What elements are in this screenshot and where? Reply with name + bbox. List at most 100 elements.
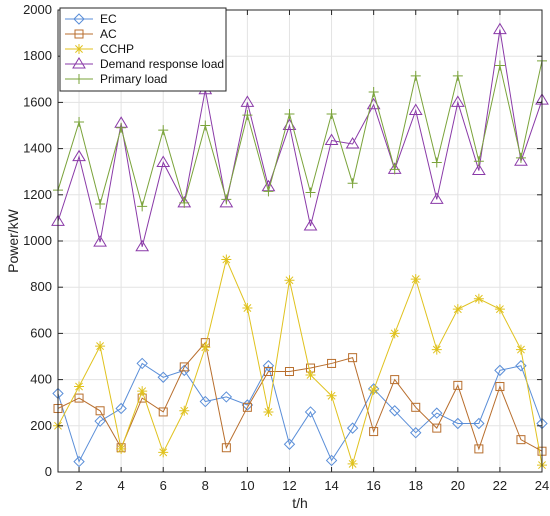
data-point-cchp — [494, 304, 505, 315]
data-point-ac — [369, 427, 379, 437]
y-tick-label: 1200 — [23, 187, 52, 202]
data-point-cchp — [389, 328, 400, 339]
data-point-primary-load — [242, 110, 253, 121]
x-tick-label: 8 — [202, 478, 209, 493]
legend-label: EC — [100, 12, 117, 26]
data-point-cchp — [95, 341, 106, 352]
x-tick-label: 6 — [160, 478, 167, 493]
data-point-ec — [157, 371, 169, 383]
data-point-cchp — [116, 443, 127, 454]
data-point-ac — [263, 367, 273, 377]
data-point-ec — [325, 454, 338, 467]
x-tick-label: 16 — [366, 478, 380, 493]
data-point-demand-response-load — [93, 235, 107, 247]
series-line-demand-response-load — [57, 29, 543, 247]
x-tick-label: 20 — [451, 478, 465, 493]
data-point-primary-load — [473, 156, 484, 167]
data-point-cchp — [473, 293, 484, 304]
series-cchp — [53, 254, 547, 471]
data-point-ac — [74, 393, 84, 403]
x-tick-label: 18 — [409, 478, 423, 493]
data-point-demand-response-load — [408, 103, 423, 115]
data-point-ac — [432, 423, 442, 433]
y-tick-label: 800 — [30, 279, 52, 294]
data-point-ac — [348, 353, 358, 363]
data-point-demand-response-load — [135, 239, 150, 252]
legend-label: Primary load — [100, 72, 167, 86]
y-tick-label: 1600 — [23, 94, 52, 109]
data-point-cchp — [263, 406, 274, 417]
data-point-demand-response-load — [324, 133, 339, 146]
data-point-primary-load — [305, 187, 316, 198]
data-point-ec — [346, 422, 359, 434]
x-tick-label: 4 — [118, 478, 125, 493]
data-point-ec — [94, 415, 106, 427]
data-point-cchp — [137, 386, 148, 397]
y-tick-label: 400 — [30, 372, 52, 387]
legend-marker — [74, 44, 84, 54]
data-point-primary-load — [221, 194, 232, 205]
legend-label: Demand response load — [100, 57, 224, 71]
data-point-primary-load — [74, 117, 85, 128]
data-point-primary-load — [368, 87, 379, 98]
legend-item-primary-load: Primary load — [65, 72, 167, 86]
legend-label: AC — [100, 27, 117, 41]
data-point-demand-response-load — [450, 95, 465, 107]
data-point-demand-response-load — [493, 22, 507, 35]
data-point-ec — [73, 455, 85, 468]
data-point-cchp — [305, 369, 316, 380]
data-point-ec — [388, 405, 401, 417]
data-point-ac — [411, 402, 421, 412]
legend-label: CCHP — [100, 42, 134, 56]
data-point-primary-load — [116, 122, 127, 133]
data-point-ec — [410, 427, 422, 439]
data-point-primary-load — [263, 186, 274, 197]
legend-marker — [72, 57, 86, 69]
data-point-demand-response-load — [514, 154, 528, 166]
data-point-ac — [390, 375, 400, 385]
data-point-primary-load — [494, 60, 505, 71]
data-point-cchp — [431, 344, 442, 355]
legend-marker — [73, 13, 85, 25]
y-tick-label: 1400 — [23, 141, 52, 156]
data-point-cchp — [347, 458, 358, 469]
data-point-cchp — [515, 344, 526, 355]
data-point-cchp — [452, 304, 463, 315]
data-point-ac — [242, 402, 252, 412]
data-point-ac — [495, 382, 505, 392]
y-tick-label: 1800 — [23, 48, 52, 63]
data-point-ec — [136, 357, 148, 370]
data-point-ac — [327, 358, 337, 368]
legend-marker — [74, 29, 84, 39]
x-axis-label: t/h — [292, 495, 308, 511]
data-point-cchp — [368, 384, 379, 395]
data-point-cchp — [158, 447, 169, 458]
legend-item-ec: EC — [65, 12, 117, 26]
y-tick-label: 0 — [45, 464, 52, 479]
y-tick-label: 600 — [30, 325, 52, 340]
data-point-ec — [431, 407, 443, 419]
data-point-ac — [516, 435, 526, 445]
data-point-cchp — [284, 275, 295, 286]
data-point-primary-load — [515, 152, 526, 163]
data-point-ec — [304, 406, 317, 418]
data-point-ec — [283, 438, 296, 450]
series-line-cchp — [57, 257, 543, 466]
data-point-cchp — [221, 254, 232, 265]
data-point-primary-load — [347, 178, 358, 189]
data-point-demand-response-load — [219, 195, 234, 208]
data-point-primary-load — [284, 108, 295, 119]
data-point-ac — [179, 362, 189, 372]
y-tick-label: 1000 — [23, 233, 52, 248]
data-point-cchp — [242, 302, 253, 313]
x-tick-label: 12 — [282, 478, 296, 493]
data-point-ec — [494, 364, 506, 377]
data-point-cchp — [326, 390, 337, 401]
data-point-ec — [220, 391, 233, 403]
data-point-primary-load — [452, 70, 463, 81]
data-point-ec — [199, 395, 212, 408]
data-point-demand-response-load — [72, 149, 86, 162]
